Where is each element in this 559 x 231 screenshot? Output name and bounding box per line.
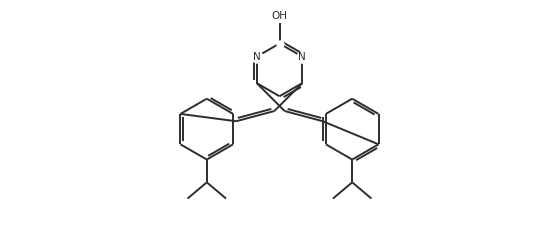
Text: N: N	[299, 52, 306, 62]
Text: N: N	[253, 52, 260, 62]
Text: OH: OH	[272, 11, 287, 21]
